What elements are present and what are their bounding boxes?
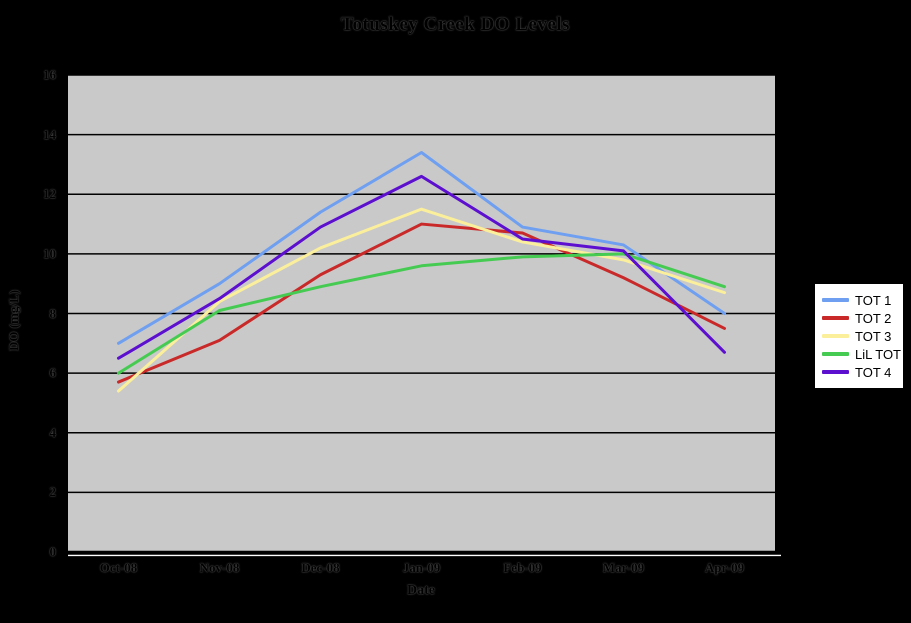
- series-line-tot-2: [117, 222, 726, 384]
- y-tick-label-12: 12: [43, 186, 56, 202]
- legend-item-tot-4: TOT 4: [822, 363, 899, 381]
- legend-label: TOT 2: [855, 310, 892, 326]
- y-tick-label-10: 10: [43, 245, 56, 261]
- legend-item-tot-3: TOT 3: [822, 327, 899, 345]
- legend-swatch-tot-3: [822, 334, 849, 338]
- y-tick-label-16: 16: [43, 67, 56, 82]
- y-tick-label-4: 4: [49, 424, 57, 440]
- series-line-tot-3: [117, 207, 726, 393]
- series-line-lil-tot: [117, 252, 726, 375]
- legend-swatch-tot-4: [822, 370, 849, 374]
- series-line-tot-1: [117, 151, 726, 345]
- y-axis-title: DO (mg/L): [6, 289, 21, 351]
- x-tick-label-nov-08: Nov-08: [199, 560, 240, 575]
- legend-swatch-lil-tot: [822, 352, 849, 356]
- y-tick-label-14: 14: [43, 126, 56, 142]
- x-tick-label-feb-09: Feb-09: [503, 560, 542, 575]
- x-axis-title: Date: [407, 583, 435, 598]
- x-tick-label-oct-08: Oct-08: [99, 560, 138, 575]
- x-tick-label-jan-09: Jan-09: [402, 560, 441, 575]
- legend-label: TOT 1: [855, 292, 892, 308]
- y-tick-label-2: 2: [49, 484, 57, 500]
- y-tick-label-8: 8: [49, 305, 57, 321]
- chart-title: Totuskey Creek DO Levels: [341, 14, 570, 35]
- legend-label: LiL TOT: [855, 346, 902, 362]
- legend-item-tot-1: TOT 1: [822, 291, 899, 309]
- legend-label: TOT 4: [855, 364, 892, 380]
- x-tick-label-mar-09: Mar-09: [602, 560, 645, 575]
- y-tick-label-0: 0: [49, 544, 57, 559]
- legend-item-lil-tot: LiL TOT: [822, 345, 902, 363]
- y-tick-label-6: 6: [49, 365, 57, 381]
- legend-swatch-tot-1: [822, 298, 849, 302]
- legend: TOT 1 TOT 2 TOT 3 LiL TOT TOT 4: [813, 282, 905, 390]
- legend-swatch-tot-2: [822, 316, 849, 320]
- series-line-tot-4: [117, 174, 726, 360]
- x-tick-label-dec-08: Dec-08: [301, 560, 340, 575]
- legend-label: TOT 3: [855, 328, 892, 344]
- legend-item-tot-2: TOT 2: [822, 309, 899, 327]
- x-tick-label-apr-09: Apr-09: [704, 560, 745, 575]
